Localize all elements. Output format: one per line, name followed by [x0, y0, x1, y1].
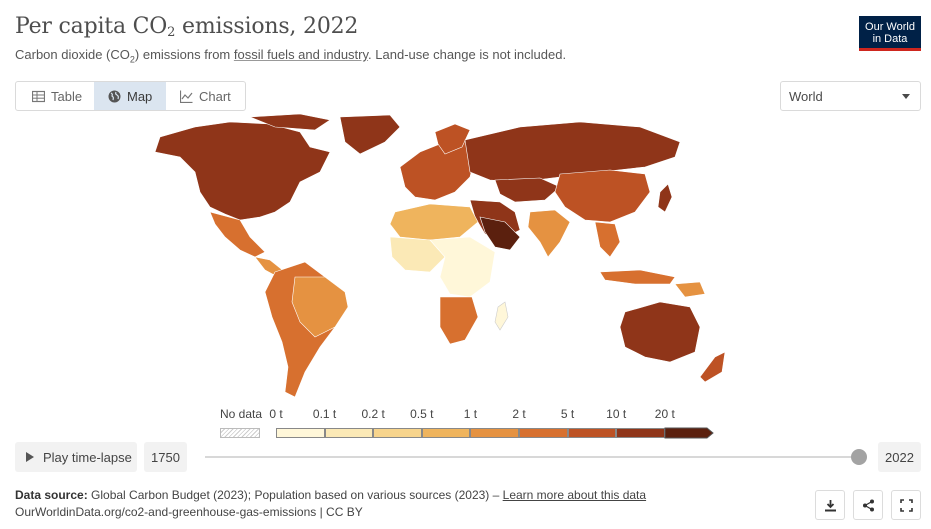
share-button[interactable]: [853, 490, 883, 520]
tab-table[interactable]: Table: [16, 82, 94, 110]
tab-table-label: Table: [51, 88, 83, 104]
legend-bin[interactable]: [470, 428, 519, 438]
legend-bin[interactable]: [567, 428, 617, 438]
map-region-europe[interactable]: [399, 139, 476, 201]
map-region-indonesia[interactable]: [599, 269, 676, 285]
map-region-madagascar[interactable]: [494, 301, 509, 331]
map-region-southern-africa[interactable]: [439, 296, 479, 345]
fossil-fuels-link[interactable]: fossil fuels and industry: [233, 47, 369, 62]
map-region-greenland[interactable]: [339, 114, 401, 155]
map-region-china[interactable]: [554, 169, 651, 223]
region-select-value: World: [789, 89, 823, 104]
map-region-new-zealand[interactable]: [699, 351, 726, 383]
map-region-japan[interactable]: [657, 183, 673, 213]
map-region-arabian-peninsula[interactable]: [479, 216, 521, 251]
timeline-controls: Play time-lapse 1750 2022: [0, 442, 931, 472]
timeline-track[interactable]: [205, 456, 860, 458]
tab-chart[interactable]: Chart: [166, 82, 246, 110]
legend-bin[interactable]: [324, 428, 374, 438]
legend-tick-label: 20 t: [654, 407, 675, 421]
end-year-box[interactable]: 2022: [878, 442, 921, 472]
map-region-north-america[interactable]: [154, 121, 331, 221]
data-source-line: Data source: Global Carbon Budget (2023)…: [15, 488, 647, 502]
legend-tick-label: 2 t: [512, 407, 526, 421]
chevron-down-icon: [902, 94, 910, 99]
legend-tick-label: 10 t: [606, 407, 627, 421]
chart-title: Per capita CO2 emissions, 2022: [15, 14, 359, 40]
globe-icon: [108, 90, 121, 102]
play-icon: [26, 452, 34, 462]
legend-tick-label: 0 t: [269, 407, 283, 421]
tab-map[interactable]: Map: [94, 82, 166, 110]
legend-tick-label: 1 t: [463, 407, 478, 421]
map-region-india[interactable]: [527, 209, 571, 258]
tab-chart-label: Chart: [199, 88, 231, 104]
world-map[interactable]: [100, 112, 800, 407]
play-timelapse-button[interactable]: Play time-lapse: [15, 442, 137, 472]
share-icon: [862, 499, 874, 511]
legend-bin[interactable]: [276, 428, 325, 438]
map-region-russia[interactable]: [464, 121, 681, 183]
tab-map-label: Map: [127, 88, 153, 104]
legend-bin[interactable]: [616, 428, 665, 438]
legend-tick-label: 0.1 t: [312, 407, 337, 421]
legend-bin-open[interactable]: [664, 427, 714, 439]
legend-bin[interactable]: [373, 428, 422, 438]
legend-bin[interactable]: [519, 428, 568, 438]
map-region-central-africa[interactable]: [429, 236, 496, 298]
line-chart-icon: [180, 90, 193, 103]
owid-logo[interactable]: Our World in Data: [859, 16, 921, 51]
map-legend: No data 0 t 0.1 t 0.2 t 0.5 t 1 t 2 t 5 t 10 t 2…: [0, 404, 931, 440]
download-icon: [824, 499, 836, 511]
map-region-arctic-islands[interactable]: [249, 113, 331, 131]
learn-more-link[interactable]: Learn more about this data: [502, 488, 647, 502]
fullscreen-icon: [899, 498, 913, 512]
chart-subtitle: Carbon dioxide (CO2) emissions from foss…: [15, 47, 567, 65]
table-icon: [32, 90, 45, 102]
chart-footer: Data source: Global Carbon Budget (2023)…: [15, 487, 646, 521]
map-region-australia[interactable]: [619, 301, 701, 363]
map-region-scandinavia[interactable]: [434, 123, 471, 155]
legend-nodata-label: No data: [220, 407, 263, 421]
region-select[interactable]: World: [780, 81, 921, 111]
map-region-brazil[interactable]: [291, 276, 349, 338]
url-line: OurWorldinData.org/co2-and-greenhouse-ga…: [15, 505, 363, 519]
legend-tick-label: 0.5 t: [410, 407, 434, 421]
view-tabs: Table Map Chart: [15, 81, 246, 111]
map-region-kazakhstan[interactable]: [494, 177, 561, 203]
map-region-north-africa[interactable]: [389, 203, 479, 241]
fullscreen-button[interactable]: [891, 490, 921, 520]
start-year-box[interactable]: 1750: [144, 442, 187, 472]
timeline-handle[interactable]: [851, 449, 867, 465]
download-button[interactable]: [815, 490, 845, 520]
play-timelapse-label: Play time-lapse: [43, 449, 132, 465]
legend-tick-label: 0.2 t: [361, 407, 385, 421]
legend-nodata-swatch[interactable]: [220, 428, 260, 438]
map-region-papua[interactable]: [674, 281, 706, 298]
legend-bin[interactable]: [421, 428, 471, 438]
legend-tick-label: 5 t: [560, 407, 575, 421]
map-region-southeast-asia[interactable]: [594, 221, 621, 258]
